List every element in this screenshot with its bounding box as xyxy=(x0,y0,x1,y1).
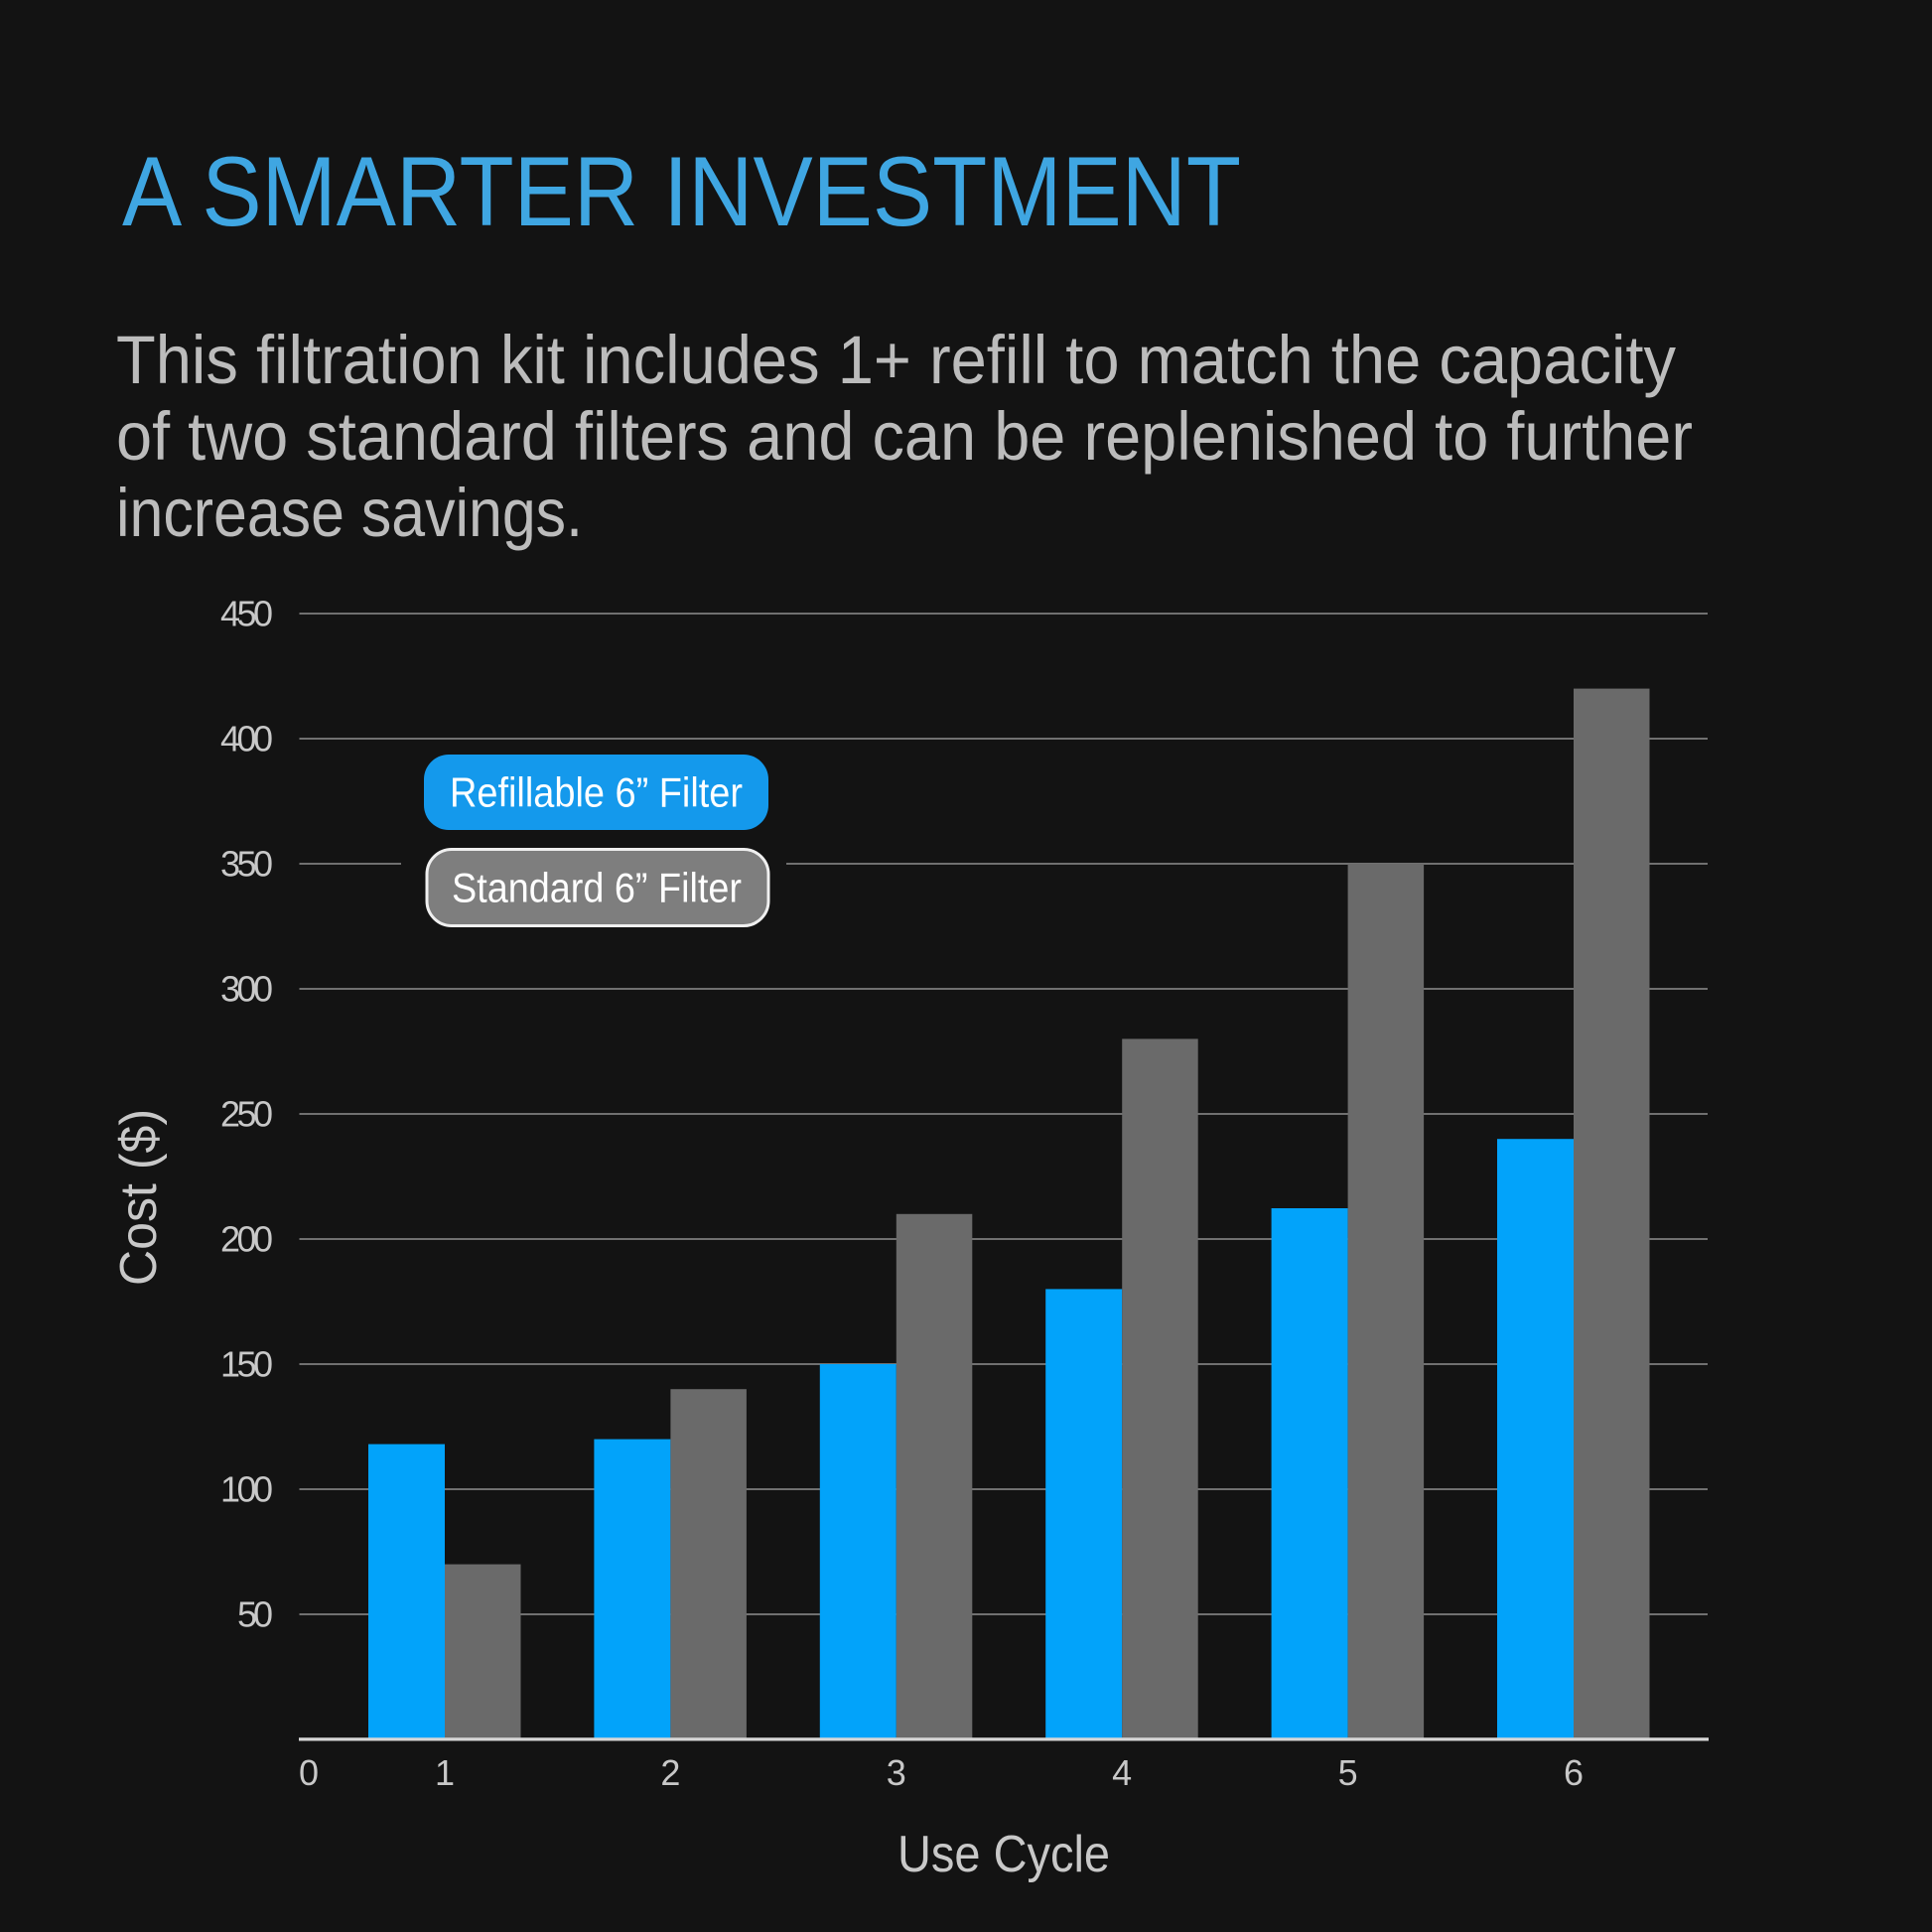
svg-text:400: 400 xyxy=(220,718,273,759)
svg-text:of two standard filters and ca: of two standard filters and can be reple… xyxy=(116,398,1693,475)
svg-text:50: 50 xyxy=(237,1593,273,1634)
svg-text:Use Cycle: Use Cycle xyxy=(897,1826,1110,1883)
svg-text:Standard 6” Filter: Standard 6” Filter xyxy=(452,865,742,911)
svg-text:1: 1 xyxy=(435,1752,455,1793)
svg-text:300: 300 xyxy=(220,968,273,1009)
svg-text:A SMARTER INVESTMENT: A SMARTER INVESTMENT xyxy=(122,136,1241,246)
svg-text:4: 4 xyxy=(1112,1752,1132,1793)
svg-text:6: 6 xyxy=(1564,1752,1584,1793)
svg-text:100: 100 xyxy=(220,1468,273,1509)
svg-text:2: 2 xyxy=(660,1752,680,1793)
svg-text:5: 5 xyxy=(1338,1752,1358,1793)
svg-text:This filtration kit includes 1: This filtration kit includes 1+ refill t… xyxy=(116,322,1676,398)
svg-text:200: 200 xyxy=(220,1218,273,1259)
svg-text:450: 450 xyxy=(220,593,273,633)
svg-text:increase savings.: increase savings. xyxy=(116,475,583,551)
svg-text:250: 250 xyxy=(220,1093,273,1134)
svg-text:0: 0 xyxy=(299,1752,319,1793)
svg-text:150: 150 xyxy=(220,1343,273,1384)
svg-text:Refillable 6” Filter: Refillable 6” Filter xyxy=(450,769,743,816)
svg-text:3: 3 xyxy=(887,1752,906,1793)
svg-text:Cost ($): Cost ($) xyxy=(110,1109,168,1286)
svg-text:350: 350 xyxy=(220,843,273,884)
